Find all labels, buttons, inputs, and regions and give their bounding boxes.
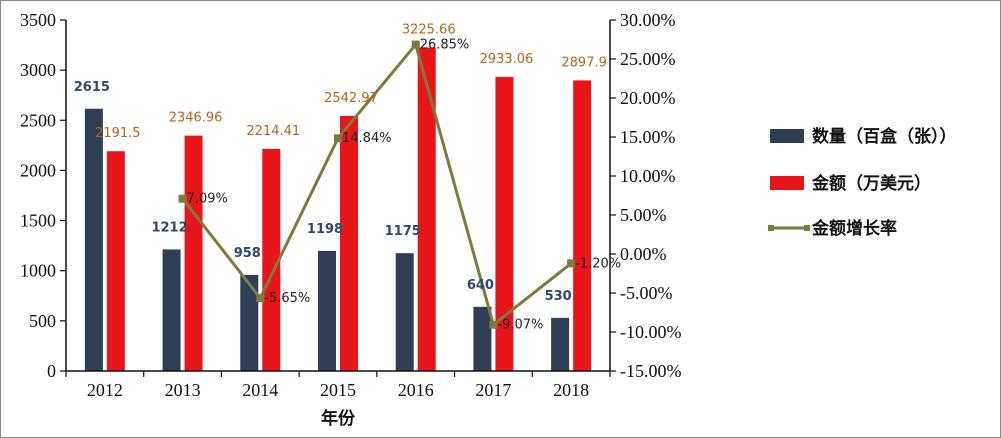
x-axis-title: 年份 — [321, 408, 356, 429]
x-tick-label: 2014 — [242, 380, 278, 400]
legend: 数量（百盒（张）） 金额（万美元） 金额增长率 — [768, 126, 957, 239]
right-y-tick-label: -15.00% — [620, 361, 682, 381]
data-label-quantity: 1198 — [307, 222, 343, 237]
bar-quantity — [551, 317, 570, 371]
legend-label-qty: 数量（百盒（张）） — [812, 126, 957, 147]
right-y-tick-label: 5.00% — [620, 205, 667, 225]
data-label-amount: 2191.5 — [95, 126, 141, 141]
right-y-tick-label: -10.00% — [620, 322, 682, 342]
data-label-growth-rate: 26.85% — [420, 38, 470, 53]
left-y-tick-label: 1000 — [20, 261, 56, 281]
legend-label-rate: 金额增长率 — [811, 218, 897, 239]
data-label-quantity: 2615 — [74, 80, 110, 95]
data-label-growth-rate: -1.20% — [575, 256, 621, 271]
left-y-tick-label: 2000 — [20, 160, 56, 180]
right-y-tick-label: 20.00% — [620, 88, 676, 108]
x-tick-label: 2017 — [475, 380, 511, 400]
left-y-tick-label: 2500 — [20, 110, 56, 130]
growth-rate-marker — [567, 259, 576, 268]
bar-amount — [417, 47, 436, 371]
legend-swatch-qty — [770, 129, 804, 143]
right-y-tick-label: 15.00% — [620, 127, 676, 147]
bar-quantity — [240, 274, 259, 371]
legend-marker-rate-right — [804, 225, 810, 231]
data-label-growth-rate: 14.84% — [342, 131, 392, 146]
left-y-tick-label: 1500 — [20, 211, 56, 231]
data-label-amount: 2897.9 — [561, 55, 607, 70]
data-label-quantity: 1212 — [151, 220, 187, 235]
growth-rate-line — [181, 43, 573, 327]
data-label-quantity: 640 — [467, 278, 494, 293]
right-y-tick-label: 0.00% — [620, 244, 667, 264]
legend-label-amount: 金额（万美元） — [811, 173, 931, 194]
right-y-tick-label: 25.00% — [620, 49, 676, 69]
bar-quantity — [318, 250, 336, 371]
data-label-growth-rate: -5.65% — [264, 291, 310, 306]
right-y-tick-label: 30.00% — [620, 10, 676, 30]
data-label-quantity: 958 — [234, 246, 261, 261]
growth-rate-marker — [256, 294, 265, 303]
growth-rate-marker — [334, 134, 342, 143]
data-label-amount: 2933.06 — [480, 52, 534, 67]
left-y-tick-label: 3500 — [20, 10, 56, 30]
data-label-amount: 2214.41 — [246, 124, 300, 139]
x-tick-label: 2016 — [398, 380, 434, 400]
bar-amount — [106, 151, 125, 371]
left-y-tick-label: 3000 — [20, 60, 56, 80]
data-label-quantity: 530 — [545, 289, 572, 304]
right-y-tick-label: 10.00% — [620, 166, 676, 186]
bar-amount — [184, 135, 203, 371]
growth-rate-marker — [489, 320, 498, 329]
data-label-growth-rate: -9.07% — [497, 318, 543, 333]
data-label-amount: 3225.66 — [402, 23, 456, 38]
bar-amount — [262, 148, 281, 371]
bar-amount — [340, 115, 358, 371]
growth-rate-marker — [411, 40, 420, 49]
left-y-tick-label: 0 — [47, 361, 56, 381]
data-label-quantity: 1175 — [385, 224, 421, 239]
x-tick-label: 2015 — [320, 380, 356, 400]
data-label-amount: 2542.97 — [324, 91, 378, 106]
x-tick-label: 2012 — [87, 380, 123, 400]
x-tick-label: 2018 — [553, 380, 589, 400]
growth-rate-marker — [178, 194, 187, 203]
bar-quantity — [84, 108, 103, 371]
data-label-amount: 2346.96 — [169, 111, 223, 126]
legend-swatch-amount — [770, 176, 804, 190]
x-tick-label: 2013 — [165, 380, 201, 400]
bar-amount — [573, 80, 592, 372]
right-y-tick-label: -5.00% — [620, 283, 673, 303]
left-y-tick-label: 500 — [29, 311, 56, 331]
data-label-growth-rate: 7.09% — [187, 192, 228, 207]
bar-quantity — [162, 249, 181, 371]
bar-quantity — [473, 306, 492, 371]
legend-marker-rate-left — [768, 225, 774, 231]
bar-quantity — [395, 253, 414, 371]
bar-amount — [495, 76, 514, 371]
